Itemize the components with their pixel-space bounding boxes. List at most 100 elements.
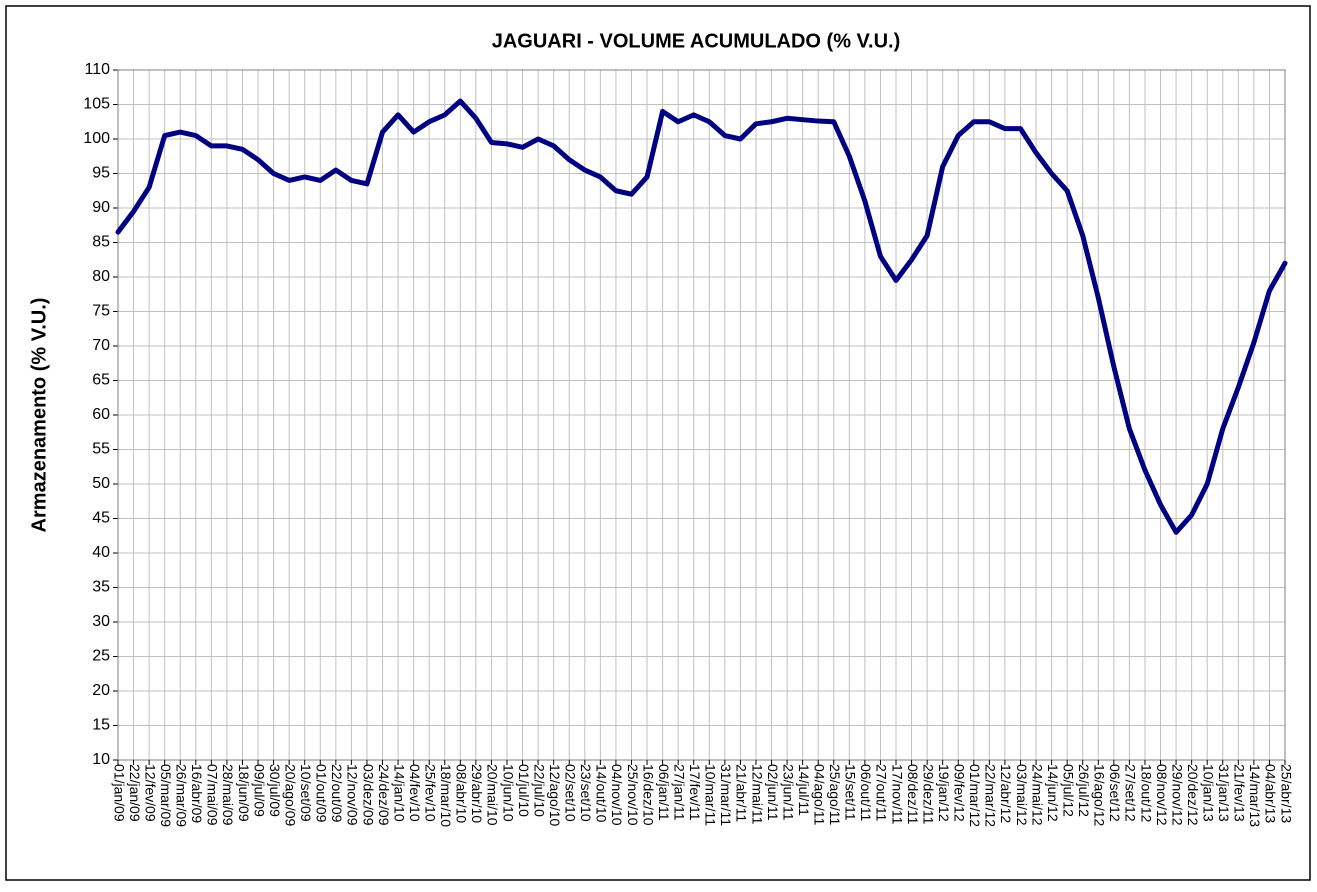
y-tick-label: 10 <box>92 751 110 768</box>
x-tick-label: 25/abr/13 <box>1278 764 1294 823</box>
x-tick-label: 10/mar/11 <box>703 764 719 826</box>
x-tick-label: 04/nov/10 <box>609 764 625 826</box>
x-tick-label: 25/ago/11 <box>827 764 843 825</box>
x-tick-label: 14/jun/12 <box>1045 764 1061 822</box>
x-tick-label: 22/jul/10 <box>531 764 547 817</box>
x-tick-label: 04/ago/11 <box>811 764 827 825</box>
x-tick-label: 19/jan/12 <box>936 764 952 822</box>
x-tick-label: 01/out/09 <box>314 764 330 823</box>
x-tick-label: 12/nov/09 <box>345 764 361 826</box>
x-tick-label: 02/set/10 <box>563 764 579 822</box>
x-tick-label: 31/jan/13 <box>1216 764 1232 822</box>
x-tick-label: 24/mai/12 <box>1029 764 1045 826</box>
x-tick-label: 06/set/12 <box>1107 764 1123 822</box>
x-tick-label: 08/dez/11 <box>905 764 921 825</box>
x-tick-label: 14/jul/11 <box>796 764 812 816</box>
x-tick-label: 18/mar/10 <box>438 764 454 827</box>
y-tick-label: 55 <box>92 441 110 458</box>
x-tick-label: 03/mai/12 <box>1014 764 1030 826</box>
x-tick-label: 01/jan/09 <box>111 764 127 822</box>
x-tick-label: 24/dez/09 <box>376 764 392 826</box>
chart-border <box>5 5 1311 881</box>
x-tick-label: 04/fev/10 <box>407 764 423 822</box>
x-tick-label: 27/out/11 <box>874 764 890 822</box>
x-tick-label: 10/jun/10 <box>500 764 516 822</box>
x-tick-label: 28/mai/09 <box>220 764 236 826</box>
y-tick-label: 70 <box>92 337 110 354</box>
chart-title: JAGUARI - VOLUME ACUMULADO (% V.U.) <box>492 30 901 52</box>
y-tick-label: 60 <box>92 406 110 423</box>
x-tick-label: 12/ago/10 <box>547 764 563 826</box>
x-tick-label: 17/fev/11 <box>687 764 703 821</box>
x-tick-label: 08/nov/12 <box>1154 764 1170 826</box>
x-tick-label: 10/jan/13 <box>1200 764 1216 822</box>
x-tick-label: 22/mar/12 <box>983 764 999 827</box>
x-tick-label: 09/fev/12 <box>952 764 968 822</box>
x-tick-label: 06/jan/11 <box>656 764 672 821</box>
x-tick-label: 10/set/09 <box>298 764 314 822</box>
x-tick-label: 01/mar/12 <box>967 764 983 827</box>
x-tick-label: 01/jul/10 <box>516 764 532 817</box>
x-tick-label: 18/out/12 <box>1138 764 1154 823</box>
y-axis-label: Armazenamento (% V.U.) <box>28 298 50 533</box>
x-tick-label: 04/abr/13 <box>1263 764 1279 823</box>
x-tick-label: 29/abr/10 <box>469 764 485 823</box>
x-tick-label: 08/abr/10 <box>454 764 470 823</box>
x-tick-label: 09/jul/09 <box>251 764 267 817</box>
x-tick-label: 23/jun/11 <box>780 764 796 821</box>
x-tick-label: 07/mai/09 <box>205 764 221 826</box>
x-tick-label: 22/jan/09 <box>127 764 143 822</box>
y-tick-label: 25 <box>92 648 110 665</box>
x-tick-label: 30/jul/09 <box>267 764 283 817</box>
y-tick-label: 30 <box>92 613 110 630</box>
x-tick-label: 21/fev/13 <box>1232 764 1248 822</box>
line-series <box>115 98 1288 535</box>
x-tick-label: 17/nov/11 <box>889 764 905 825</box>
x-tick-label: 29/nov/12 <box>1169 764 1185 826</box>
y-tick-label: 75 <box>92 303 110 320</box>
x-tick-label: 15/set/11 <box>843 764 859 821</box>
x-tick-label: 26/mar/09 <box>174 764 190 827</box>
x-tick-label: 16/ago/12 <box>1092 764 1108 826</box>
y-tick-label: 35 <box>92 579 110 596</box>
x-tick-label: 12/mai/11 <box>749 764 765 825</box>
x-tick-label: 23/set/10 <box>578 764 594 822</box>
y-tick-label: 40 <box>92 544 110 561</box>
y-tick-label: 100 <box>83 130 110 147</box>
x-tick-label: 27/jan/11 <box>671 764 687 821</box>
x-tick-label: 27/set/12 <box>1123 764 1139 822</box>
y-tick-label: 90 <box>92 199 110 216</box>
x-tick-label: 22/out/09 <box>329 764 345 823</box>
x-tick-label: 14/jan/10 <box>391 764 407 822</box>
x-tick-label: 14/out/10 <box>594 764 610 823</box>
x-tick-label: 31/mar/11 <box>718 764 734 826</box>
x-tick-label: 05/mar/09 <box>158 764 174 827</box>
x-tick-label: 29/dez/11 <box>920 764 936 825</box>
x-tick-label: 16/abr/09 <box>189 764 205 823</box>
x-tick-label: 06/out/11 <box>858 764 874 822</box>
x-tick-label: 12/abr/12 <box>998 764 1014 823</box>
x-tick-label: 20/dez/12 <box>1185 764 1201 826</box>
y-tick-label: 65 <box>92 372 110 389</box>
y-tick-label: 45 <box>92 510 110 527</box>
y-tick-label: 80 <box>92 268 110 285</box>
y-tick-label: 85 <box>92 234 110 251</box>
x-tick-label: 02/jun/11 <box>765 764 781 821</box>
x-tick-label: 20/mai/10 <box>485 764 501 826</box>
x-tick-label: 03/dez/09 <box>360 764 376 826</box>
y-tick-label: 95 <box>92 165 110 182</box>
y-tick-label: 15 <box>92 717 110 734</box>
x-tick-label: 21/abr/11 <box>734 764 750 822</box>
x-tick-label: 25/nov/10 <box>625 764 641 826</box>
y-tick-label: 20 <box>92 682 110 699</box>
y-tick-label: 50 <box>92 475 110 492</box>
x-tick-label: 16/dez/10 <box>640 764 656 826</box>
x-tick-label: 20/ago/09 <box>282 764 298 826</box>
y-tick-label: 105 <box>83 96 110 113</box>
x-tick-label: 25/fev/10 <box>422 764 438 822</box>
x-tick-label: 14/mar/13 <box>1247 764 1263 827</box>
x-tick-label: 26/jul/12 <box>1076 764 1092 817</box>
x-tick-label: 05/jul/12 <box>1060 764 1076 817</box>
x-tick-label: 12/fev/09 <box>142 764 158 822</box>
